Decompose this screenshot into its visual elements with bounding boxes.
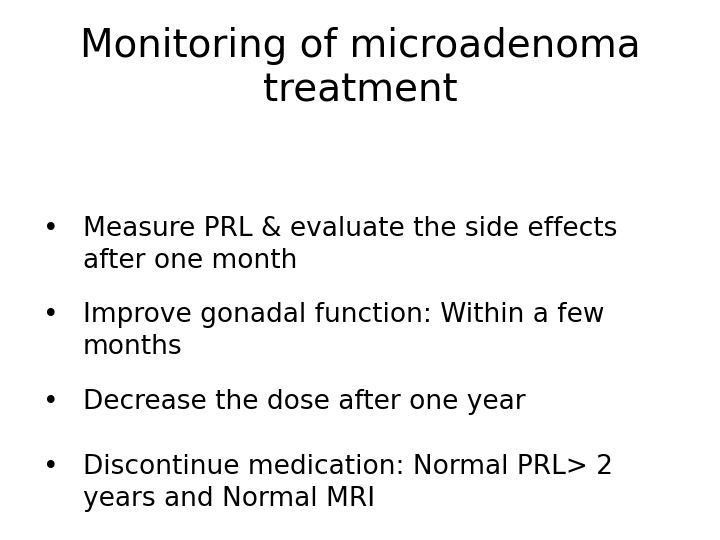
- Text: Monitoring of microadenoma
treatment: Monitoring of microadenoma treatment: [80, 27, 640, 109]
- Text: •: •: [42, 302, 58, 328]
- Text: Decrease the dose after one year: Decrease the dose after one year: [83, 389, 526, 415]
- Text: •: •: [42, 216, 58, 242]
- Text: •: •: [42, 389, 58, 415]
- Text: Measure PRL & evaluate the side effects
after one month: Measure PRL & evaluate the side effects …: [83, 216, 617, 274]
- Text: Discontinue medication: Normal PRL> 2
years and Normal MRI: Discontinue medication: Normal PRL> 2 ye…: [83, 454, 613, 511]
- Text: Improve gonadal function: Within a few
months: Improve gonadal function: Within a few m…: [83, 302, 604, 360]
- Text: •: •: [42, 454, 58, 480]
